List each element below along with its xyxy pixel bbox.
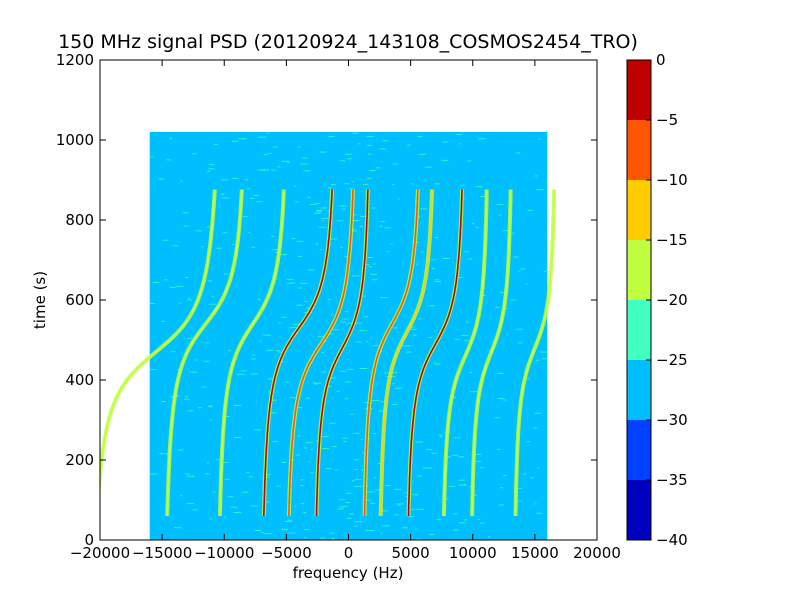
x-axis: −20000 −15000 −10000 −5000 0 5000 10000 15000 20… — [70, 60, 621, 562]
trace-1 — [166, 189, 243, 516]
colorbar-tick-label: −25 — [656, 351, 688, 369]
y-tick-label: 400 — [65, 371, 94, 389]
colorbar-band — [627, 420, 651, 480]
x-tick-label: 15000 — [511, 544, 559, 562]
trace-5 — [315, 189, 369, 517]
trace-6 — [363, 189, 419, 517]
x-tick-label: −10000 — [194, 544, 254, 562]
colorbar-band — [627, 480, 651, 540]
y-tick-label: 1000 — [56, 131, 94, 149]
heatmap-layer — [100, 132, 557, 540]
colorbar-band — [627, 240, 651, 300]
heatmap-noise — [150, 132, 550, 540]
trace-2 — [219, 189, 285, 516]
colorbar-tick-label: 0 — [656, 51, 666, 69]
colorbar-tick-label: −40 — [656, 531, 688, 549]
colorbar: −40 −35 −30 −25 −20 −15 −10 −5 0 — [626, 51, 688, 549]
trace-3 — [263, 189, 333, 517]
colorbar-tick-label: −15 — [656, 231, 688, 249]
x-tick-label: 20000 — [573, 544, 621, 562]
colorbar-tick-label: −5 — [656, 111, 678, 129]
colorbar-tick-label: −30 — [656, 411, 688, 429]
doppler-traces — [100, 189, 557, 517]
y-tick-label: 0 — [84, 531, 94, 549]
y-tick-label: 600 — [65, 291, 94, 309]
colorbar-band — [627, 180, 651, 240]
x-tick-label: −5000 — [261, 544, 312, 562]
colorbar-band — [627, 120, 651, 180]
y-tick-label: 200 — [65, 451, 94, 469]
trace-8 — [407, 189, 463, 517]
x-tick-label: 5000 — [392, 544, 430, 562]
colorbar-band — [627, 60, 651, 120]
colorbar-tick-label: −20 — [656, 291, 688, 309]
colorbar-band — [627, 360, 651, 420]
chart-title: 150 MHz signal PSD (20120924_143108_COSM… — [58, 31, 638, 53]
trace-10 — [471, 189, 512, 517]
y-tick-label: 1200 — [56, 51, 94, 69]
trace-9 — [443, 189, 488, 517]
trace-0 — [100, 189, 216, 485]
trace-7 — [379, 189, 433, 517]
x-tick-label: 0 — [344, 544, 354, 562]
y-axis: 0 200 400 600 800 1000 1200 — [56, 51, 597, 549]
trace-11 — [514, 189, 555, 517]
x-axis-label: frequency (Hz) — [293, 564, 404, 582]
colorbar-band — [627, 300, 651, 360]
colorbar-tick-label: −35 — [656, 471, 688, 489]
x-tick-label: −20000 — [70, 544, 130, 562]
y-tick-label: 800 — [65, 211, 94, 229]
trace-4 — [288, 189, 354, 517]
x-tick-label: −15000 — [132, 544, 192, 562]
colorbar-tick-label: −10 — [656, 171, 688, 189]
x-tick-label: 10000 — [449, 544, 497, 562]
y-axis-label: time (s) — [31, 271, 49, 329]
